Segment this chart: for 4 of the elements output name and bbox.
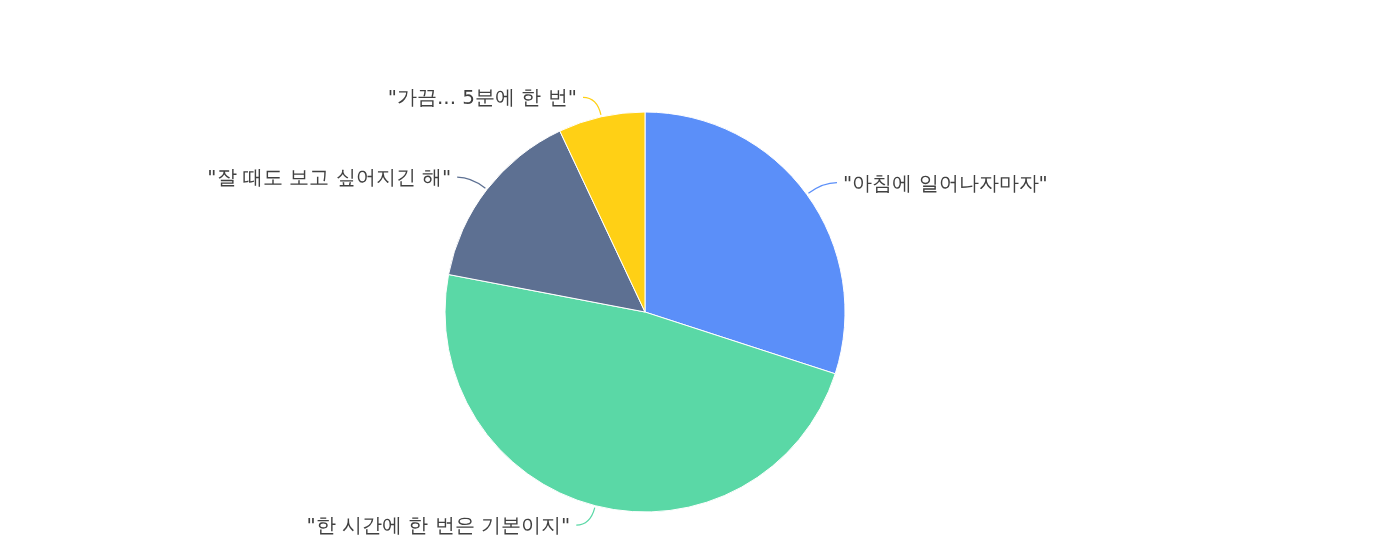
slice-label: "한 시간에 한 번은 기본이지" (306, 513, 571, 538)
slice-label: "가끔... 5분에 한 번" (387, 85, 578, 110)
slice-label: "잘 때도 보고 싶어지긴 해" (207, 165, 452, 190)
slice-label: "아침에 일어나자마자" (842, 170, 1048, 195)
